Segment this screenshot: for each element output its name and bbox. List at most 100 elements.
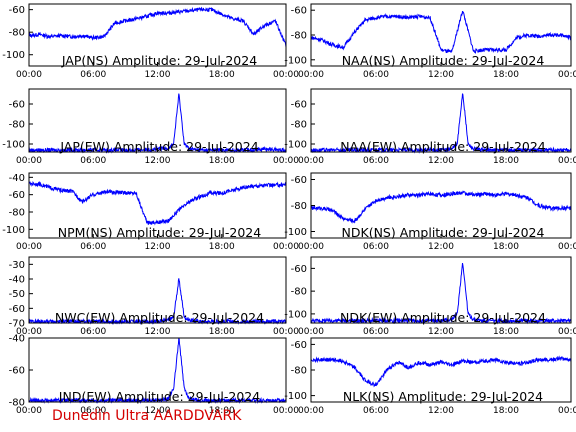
chart-panel-2: -100 -80 -60 00:00 06:00 12:00 18:00 00:00 NAA(N… [284,3,576,80]
y-tick-label: -60 [291,175,307,186]
y-tick-label: -80 [9,120,25,131]
x-tick-label: 06:00 [80,70,106,80]
x-tick-label: 00:00 [273,156,299,166]
y-tick-label: -100 [284,391,307,402]
chart-title: IND(EW) Amplitude: 29-Jul-2024 [59,389,260,404]
x-tick-label: 00:00 [298,242,324,252]
x-tick-label: 18:00 [493,327,519,337]
x-tick-label: 18:00 [209,327,235,337]
x-tick-label: 12:00 [145,242,171,252]
x-tick-label: 00:00 [273,70,299,80]
y-tick-label: -60 [9,100,25,111]
x-tick-label: 18:00 [493,70,519,80]
x-tick-label: 00:00 [273,327,299,337]
y-tick-label: -60 [291,340,307,351]
y-tick-label: -60 [9,5,25,16]
x-tick-label: 06:00 [363,406,389,416]
x-tick-label: 12:00 [428,70,454,80]
footer-label: Dunedin Ultra AARDDVARK [52,408,242,424]
x-tick-label: 06:00 [80,327,106,337]
y-tick-label: -60 [291,6,307,17]
y-tick-label: -80 [9,28,25,39]
y-tick-label: -40 [9,334,25,345]
x-tick-label: 12:00 [145,327,171,337]
amplitude-trace [28,6,287,48]
x-tick-label: 00:00 [298,327,324,337]
x-tick-label: 18:00 [209,70,235,80]
x-tick-label: 12:00 [145,406,171,416]
x-tick-label: 06:00 [363,242,389,252]
chart-panel-10: -100 -80 -60 00:00 06:00 12:00 18:00 00:00 NLK(N… [284,337,576,416]
chart-title: NLK(NS) Amplitude: 29-Jul-2024 [343,389,543,404]
x-tick-label: 00:00 [558,156,576,166]
x-tick-label: 06:00 [80,242,106,252]
x-tick-label: 12:00 [428,156,454,166]
amplitude-trace [310,10,572,55]
x-tick-label: 00:00 [298,406,324,416]
x-tick-label: 00:00 [16,406,42,416]
y-tick-label: -100 [284,309,307,320]
chart-title: NWC(EW) Amplitude: 29-Jul-2024 [55,310,264,325]
x-tick-label: 00:00 [558,242,576,252]
y-tick-label: -80 [291,31,307,42]
y-tick-label: -70 [9,319,25,330]
x-tick-label: 00:00 [16,156,42,166]
chart-panel-9: -80 -60 -40 00:00 06:00 12:00 18:00 00:00 IND(EW… [9,334,300,417]
y-tick-label: -100 [284,55,307,66]
chart-title: JAP(NS) Amplitude: 29-Jul-2024 [61,53,257,68]
amplitude-trace [310,190,572,224]
x-tick-label: 12:00 [428,406,454,416]
y-tick-label: -80 [291,287,307,298]
x-tick-label: 12:00 [145,156,171,166]
x-tick-label: 00:00 [16,327,42,337]
y-tick-label: -60 [9,304,25,315]
chart-title: NDK(EW) Amplitude: 29-Jul-2024 [340,310,546,325]
y-tick-label: -80 [9,208,25,219]
amplitude-trace [28,181,287,226]
x-tick-label: 06:00 [363,156,389,166]
chart-title: NAA(NS) Amplitude: 29-Jul-2024 [342,53,545,68]
x-tick-label: 00:00 [298,70,324,80]
x-tick-label: 12:00 [428,327,454,337]
x-tick-label: 06:00 [80,156,106,166]
y-tick-label: -80 [9,398,25,409]
y-tick-label: -60 [291,264,307,275]
chart-title: JAP(EW) Amplitude: 29-Jul-2024 [59,139,258,154]
y-tick-label: -60 [9,190,25,201]
x-tick-label: 18:00 [493,406,519,416]
y-tick-label: -100 [2,50,25,61]
y-tick-label: -100 [2,225,25,236]
y-tick-label: -100 [284,140,307,151]
chart-panel-8: -100 -80 -60 00:00 06:00 12:00 18:00 00:00 NDK(E… [284,256,576,337]
x-tick-label: 00:00 [558,406,576,416]
x-tick-label: 06:00 [363,70,389,80]
x-tick-label: 00:00 [16,70,42,80]
chart-panel-1: -100 -80 -60 00:00 06:00 12:00 18:00 00:00 JAP(N… [2,3,299,80]
x-tick-label: 18:00 [209,156,235,166]
x-tick-label: 00:00 [273,406,299,416]
chart-title: NDK(NS) Amplitude: 29-Jul-2024 [342,225,545,240]
x-tick-label: 18:00 [493,156,519,166]
chart-panel-6: -100 -80 -60 00:00 06:00 12:00 18:00 00:00 NDK(N… [284,172,576,252]
x-tick-label: 12:00 [145,70,171,80]
x-tick-label: 18:00 [209,242,235,252]
x-tick-label: 00:00 [273,242,299,252]
x-tick-label: 18:00 [493,242,519,252]
x-tick-label: 00:00 [558,327,576,337]
chart-panel-7: -70 -60 -50 -40 -30 00:00 06:00 12:00 18:00 00:00… [9,256,299,337]
x-tick-label: 06:00 [80,406,106,416]
x-tick-label: 06:00 [363,327,389,337]
y-tick-label: -80 [291,366,307,377]
y-tick-label: -100 [2,140,25,151]
y-tick-label: -40 [9,173,25,184]
y-tick-label: -100 [284,227,307,238]
y-tick-label: -80 [291,120,307,131]
x-tick-label: 00:00 [298,156,324,166]
y-tick-label: -60 [291,100,307,111]
chart-panel-5: -100 -80 -60 -40 00:00 06:00 12:00 18:00 00:00 NP… [2,172,299,252]
x-tick-label: 12:00 [428,242,454,252]
y-tick-label: -30 [9,260,25,271]
x-tick-label: 18:00 [209,406,235,416]
chart-title: NPM(NS) Amplitude: 29-Jul-2024 [58,225,261,240]
